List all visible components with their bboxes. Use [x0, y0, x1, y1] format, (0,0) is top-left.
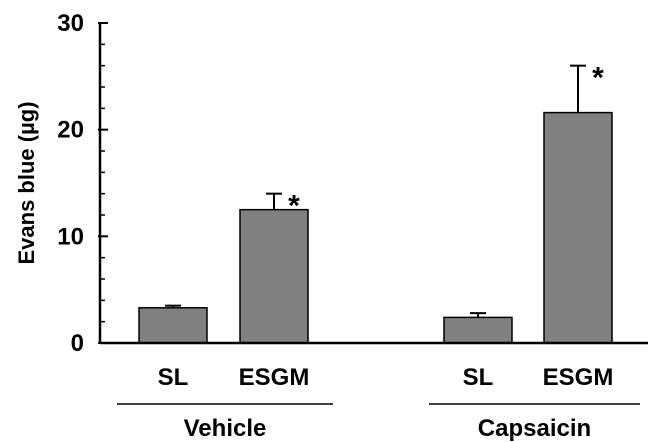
x-axis-tick-labels: SL ESGM SL ESGM — [158, 364, 614, 391]
y-tick-label: 0 — [71, 330, 84, 357]
y-tick-label: 30 — [57, 10, 84, 37]
bar — [443, 316, 513, 344]
group-labels: Vehicle Capsaicin — [117, 403, 640, 442]
x-tick-label: ESGM — [543, 364, 614, 391]
x-tick-label: SL — [158, 364, 189, 391]
bar — [239, 208, 309, 344]
group-label: Capsaicin — [478, 415, 591, 442]
bar — [543, 111, 613, 344]
bar — [138, 307, 208, 344]
significance-marker: * — [288, 190, 300, 223]
y-tick-label: 20 — [57, 117, 84, 144]
y-tick-label: 10 — [57, 223, 84, 250]
x-tick-label: ESGM — [239, 364, 310, 391]
x-tick-label: SL — [463, 364, 494, 391]
significance-marker: * — [592, 62, 604, 95]
y-axis-label: Evans blue (µg) — [14, 101, 39, 264]
y-axis: 0 10 20 30 — [57, 10, 108, 357]
group-label: Vehicle — [184, 415, 267, 442]
bars: ** — [138, 62, 613, 344]
